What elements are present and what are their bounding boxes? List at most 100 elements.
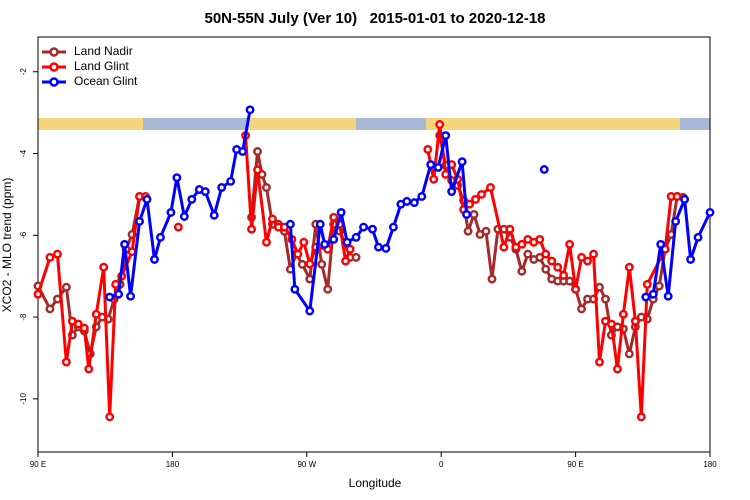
point [447,187,457,197]
point [630,316,640,326]
point [656,239,666,249]
point [642,279,652,289]
point [315,219,325,229]
point [290,284,300,294]
point [441,131,451,140]
point [329,234,339,244]
point [351,252,361,262]
point [426,160,436,170]
point [441,169,451,179]
point [612,364,622,374]
point [477,189,486,199]
point [641,292,651,302]
point [435,120,445,129]
point [336,207,346,217]
point [126,291,136,301]
legend-marker [49,77,59,87]
land-band [426,118,680,130]
point [541,249,551,259]
point [523,249,533,259]
point [559,270,569,280]
point [187,194,197,204]
point [680,194,690,204]
legend-label: Ocean Glint [74,74,138,88]
point [285,219,295,229]
point [173,222,183,232]
point [172,173,182,183]
point [79,323,89,333]
point [417,192,427,201]
point [120,239,130,249]
land-band [247,118,356,130]
point [606,319,616,329]
x-tick-label: 180 [166,460,180,469]
series [105,105,715,316]
x-tick-label: 90 E [567,460,583,469]
point [705,207,715,217]
point [114,289,124,299]
point [217,183,227,192]
point [179,212,189,221]
point [539,165,549,174]
point [487,274,497,284]
land-band [38,118,143,130]
legend-marker [49,62,59,72]
point [672,192,682,201]
point [226,176,236,186]
point [648,289,658,299]
point [589,249,598,259]
point [253,165,262,175]
point [663,291,673,301]
line [109,109,252,299]
point [368,224,377,234]
point [624,349,634,359]
point [111,279,121,289]
x-tick-label: 0 [439,460,444,469]
point [547,256,557,266]
point [486,183,495,192]
point [299,237,309,247]
point [636,412,646,422]
line [645,197,712,299]
point [693,232,703,242]
point [553,262,563,272]
point [200,187,210,197]
y-tick-label: -2 [19,68,28,76]
point [262,183,271,192]
point [297,259,307,269]
chart-title: 50N-55N July (Ver 10) 2015-01-01 to 2020… [204,10,545,27]
point [457,157,467,167]
point [463,226,473,236]
point [374,242,383,252]
point [293,249,303,259]
point [462,209,472,219]
point [320,239,330,249]
line [244,135,352,266]
y-tick-label: -6 [19,231,28,239]
point [423,144,433,154]
point [105,412,115,422]
line [426,122,678,419]
point [91,309,101,319]
point [565,276,575,286]
x-tick-label: 90 E [30,460,46,469]
point [359,222,368,232]
y-tick-label: -4 [19,149,28,157]
x-tick-label: 180 [703,460,717,469]
point [654,281,664,291]
point [505,224,515,234]
point [535,234,545,244]
legend-label: Land Nadir [74,44,133,58]
series [33,120,682,422]
point [247,224,256,234]
point [469,209,479,219]
point [245,105,255,115]
point [517,239,527,249]
point [565,239,575,249]
point [156,232,165,242]
point [381,243,391,253]
x-axis-label: Longitude [349,476,402,490]
point [84,364,94,374]
point [499,242,509,252]
